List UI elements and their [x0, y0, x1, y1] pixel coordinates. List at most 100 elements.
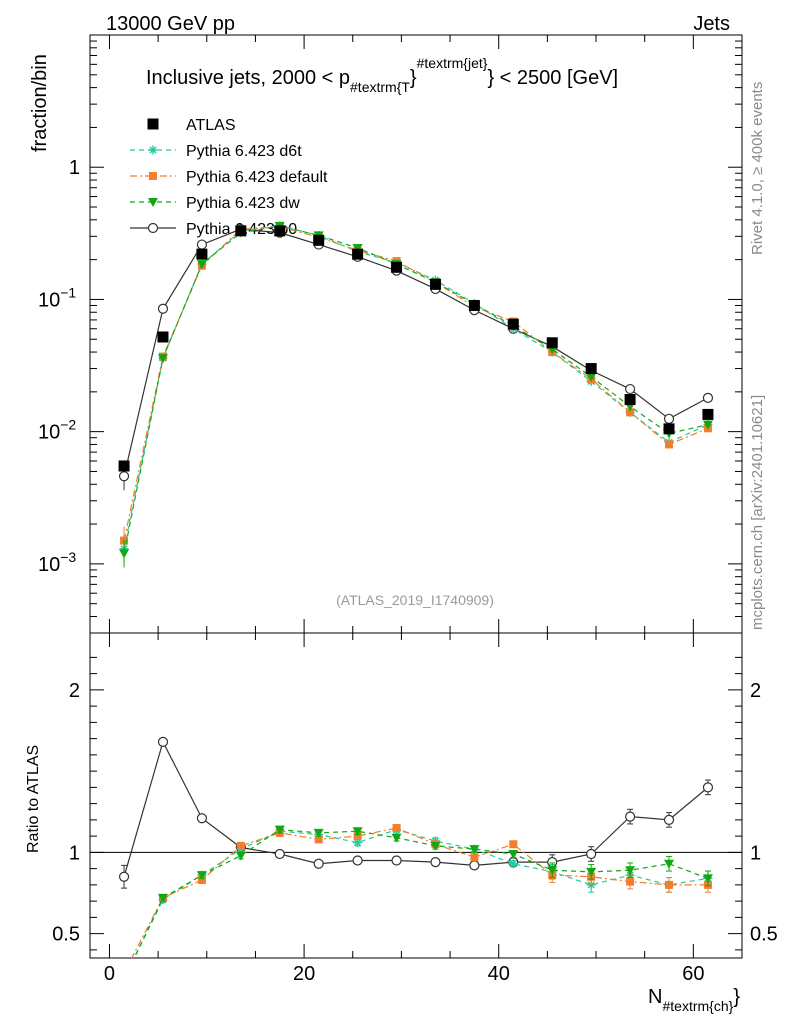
- ratio-data-point: [665, 880, 674, 889]
- ratio-data-point: [624, 811, 636, 822]
- main-data-point: [429, 278, 441, 290]
- mcplots-label: mcplots.cern.ch [arXiv:2401.10621]: [749, 395, 766, 630]
- main-data-point: [391, 261, 403, 273]
- ratio-series-3: [118, 736, 714, 889]
- main-data-point: [119, 549, 130, 559]
- ratio-data-point: [586, 867, 597, 877]
- main-series-0: [118, 225, 714, 472]
- ratio-series-line: [130, 827, 708, 958]
- analysis-watermark: (ATLAS_2019_I1740909): [336, 592, 494, 608]
- main-data-point: [507, 318, 519, 330]
- ratio-series-group: [118, 736, 714, 958]
- ratio-y-tick-label: 0.5: [52, 924, 80, 946]
- ratio-data-point: [314, 835, 323, 844]
- main-data-point: [157, 331, 169, 343]
- ratio-data-point: [626, 877, 635, 886]
- main-y-tick-label: 10−1: [38, 284, 76, 311]
- ratio-plot-frame: [89, 632, 743, 959]
- x-tick-label: 60: [682, 963, 704, 985]
- legend-marker: [148, 198, 158, 207]
- ratio-data-point: [664, 859, 675, 869]
- ratio-data-point: [547, 866, 558, 876]
- main-title: Inclusive jets, 2000 < p#textrm{T}#textr…: [146, 55, 618, 95]
- ratio-series-line: [133, 828, 709, 958]
- ratio-y-tick-label-right: 1: [750, 842, 761, 864]
- main-data-point: [118, 460, 130, 472]
- xlabel-main: N: [648, 986, 662, 1008]
- ratio-series-clip: [118, 736, 714, 958]
- ratio-data-point: [391, 855, 402, 866]
- main-ylabel: fraction/bin: [29, 54, 51, 152]
- main-y-tick-label: 1: [69, 157, 80, 179]
- main-data-point: [586, 372, 597, 382]
- ratio-data-point: [469, 860, 480, 871]
- main-data-point: [702, 392, 714, 403]
- ratio-data-point: [313, 858, 324, 869]
- xlabel-close: }: [733, 986, 740, 1008]
- ratio-xlabel: N#textrm{ch}}: [648, 986, 740, 1014]
- x-tick-label: 40: [488, 963, 510, 985]
- ratio-y-tick-labels-right: 0.5 1 2: [750, 680, 778, 946]
- main-series-group: [118, 221, 714, 568]
- main-data-point: [157, 354, 168, 364]
- main-y-tick-label: 10−2: [38, 417, 76, 444]
- ratio-data-point: [313, 828, 324, 838]
- ratio-data-point: [625, 866, 636, 876]
- ratio-series-line: [133, 829, 709, 958]
- ratio-data-point: [274, 825, 285, 835]
- main-data-point: [352, 248, 364, 260]
- xlabel-sub: #textrm{ch}: [662, 998, 733, 1014]
- ratio-data-point: [430, 841, 441, 851]
- header-right: Jets: [693, 13, 730, 35]
- legend-label: Pythia 6.423 default: [186, 169, 328, 186]
- main-y-tick-label: 10−3: [38, 549, 76, 576]
- ratio-data-point: [508, 859, 518, 869]
- legend-label: ATLAS: [186, 117, 236, 134]
- ratio-data-point: [509, 840, 518, 849]
- ratio-data-point: [196, 813, 208, 824]
- ratio-series-line: [123, 740, 709, 877]
- main-data-point: [235, 225, 247, 237]
- ratio-data-point: [392, 824, 401, 832]
- ratio-data-point: [236, 841, 245, 850]
- ratio-data-point: [586, 848, 597, 860]
- main-data-point: [626, 408, 635, 417]
- title-sup: #textrm{jet}: [417, 55, 488, 71]
- main-series-line: [123, 225, 709, 554]
- legend: ATLAS Pythia 6.423 d6t Pythia 6.423 defaul…: [130, 117, 328, 238]
- ratio-ylabel: Ratio to ATLAS: [25, 745, 42, 853]
- ratio-y-tick-label: 1: [69, 842, 80, 864]
- main-data-point: [352, 243, 363, 253]
- ratio-data-point: [157, 736, 169, 747]
- ratio-data-point: [196, 871, 207, 881]
- ratio-y-tick-labels-left: 0.5 1 2: [52, 680, 80, 946]
- title-close: }: [410, 67, 417, 89]
- main-data-point: [196, 248, 208, 260]
- legend-label: Pythia 6.423 d6t: [186, 143, 302, 160]
- ratio-data-point: [274, 848, 285, 860]
- legend-marker: [148, 145, 158, 155]
- main-data-point: [624, 383, 636, 395]
- title-pre: Inclusive jets, 2000 < p: [146, 67, 350, 89]
- ratio-data-point: [702, 782, 714, 793]
- rivet-version-label: Rivet 4.1.0, ≥ 400k events: [749, 82, 766, 255]
- ratio-y-tick-label-right: 0.5: [750, 924, 778, 946]
- ratio-data-point: [235, 851, 246, 861]
- ratio-data-point: [157, 893, 168, 903]
- main-data-point: [196, 260, 207, 270]
- main-data-point: [663, 423, 675, 435]
- main-data-point: [702, 408, 714, 420]
- main-data-point: [546, 337, 558, 349]
- ratio-data-point: [118, 871, 130, 882]
- main-axis-ticks: [90, 34, 742, 634]
- ratio-y-tick-label: 2: [69, 680, 80, 702]
- main-data-point: [468, 299, 480, 311]
- ratio-data-point: [430, 857, 441, 868]
- ratio-data-point: [702, 874, 713, 884]
- main-data-point: [274, 225, 286, 237]
- main-y-tick-labels: 1 10−1 10−2 10−3: [38, 157, 80, 576]
- legend-label: Pythia 6.423 dw: [186, 195, 300, 212]
- ratio-data-point: [469, 845, 480, 855]
- ratio-data-point: [391, 833, 402, 843]
